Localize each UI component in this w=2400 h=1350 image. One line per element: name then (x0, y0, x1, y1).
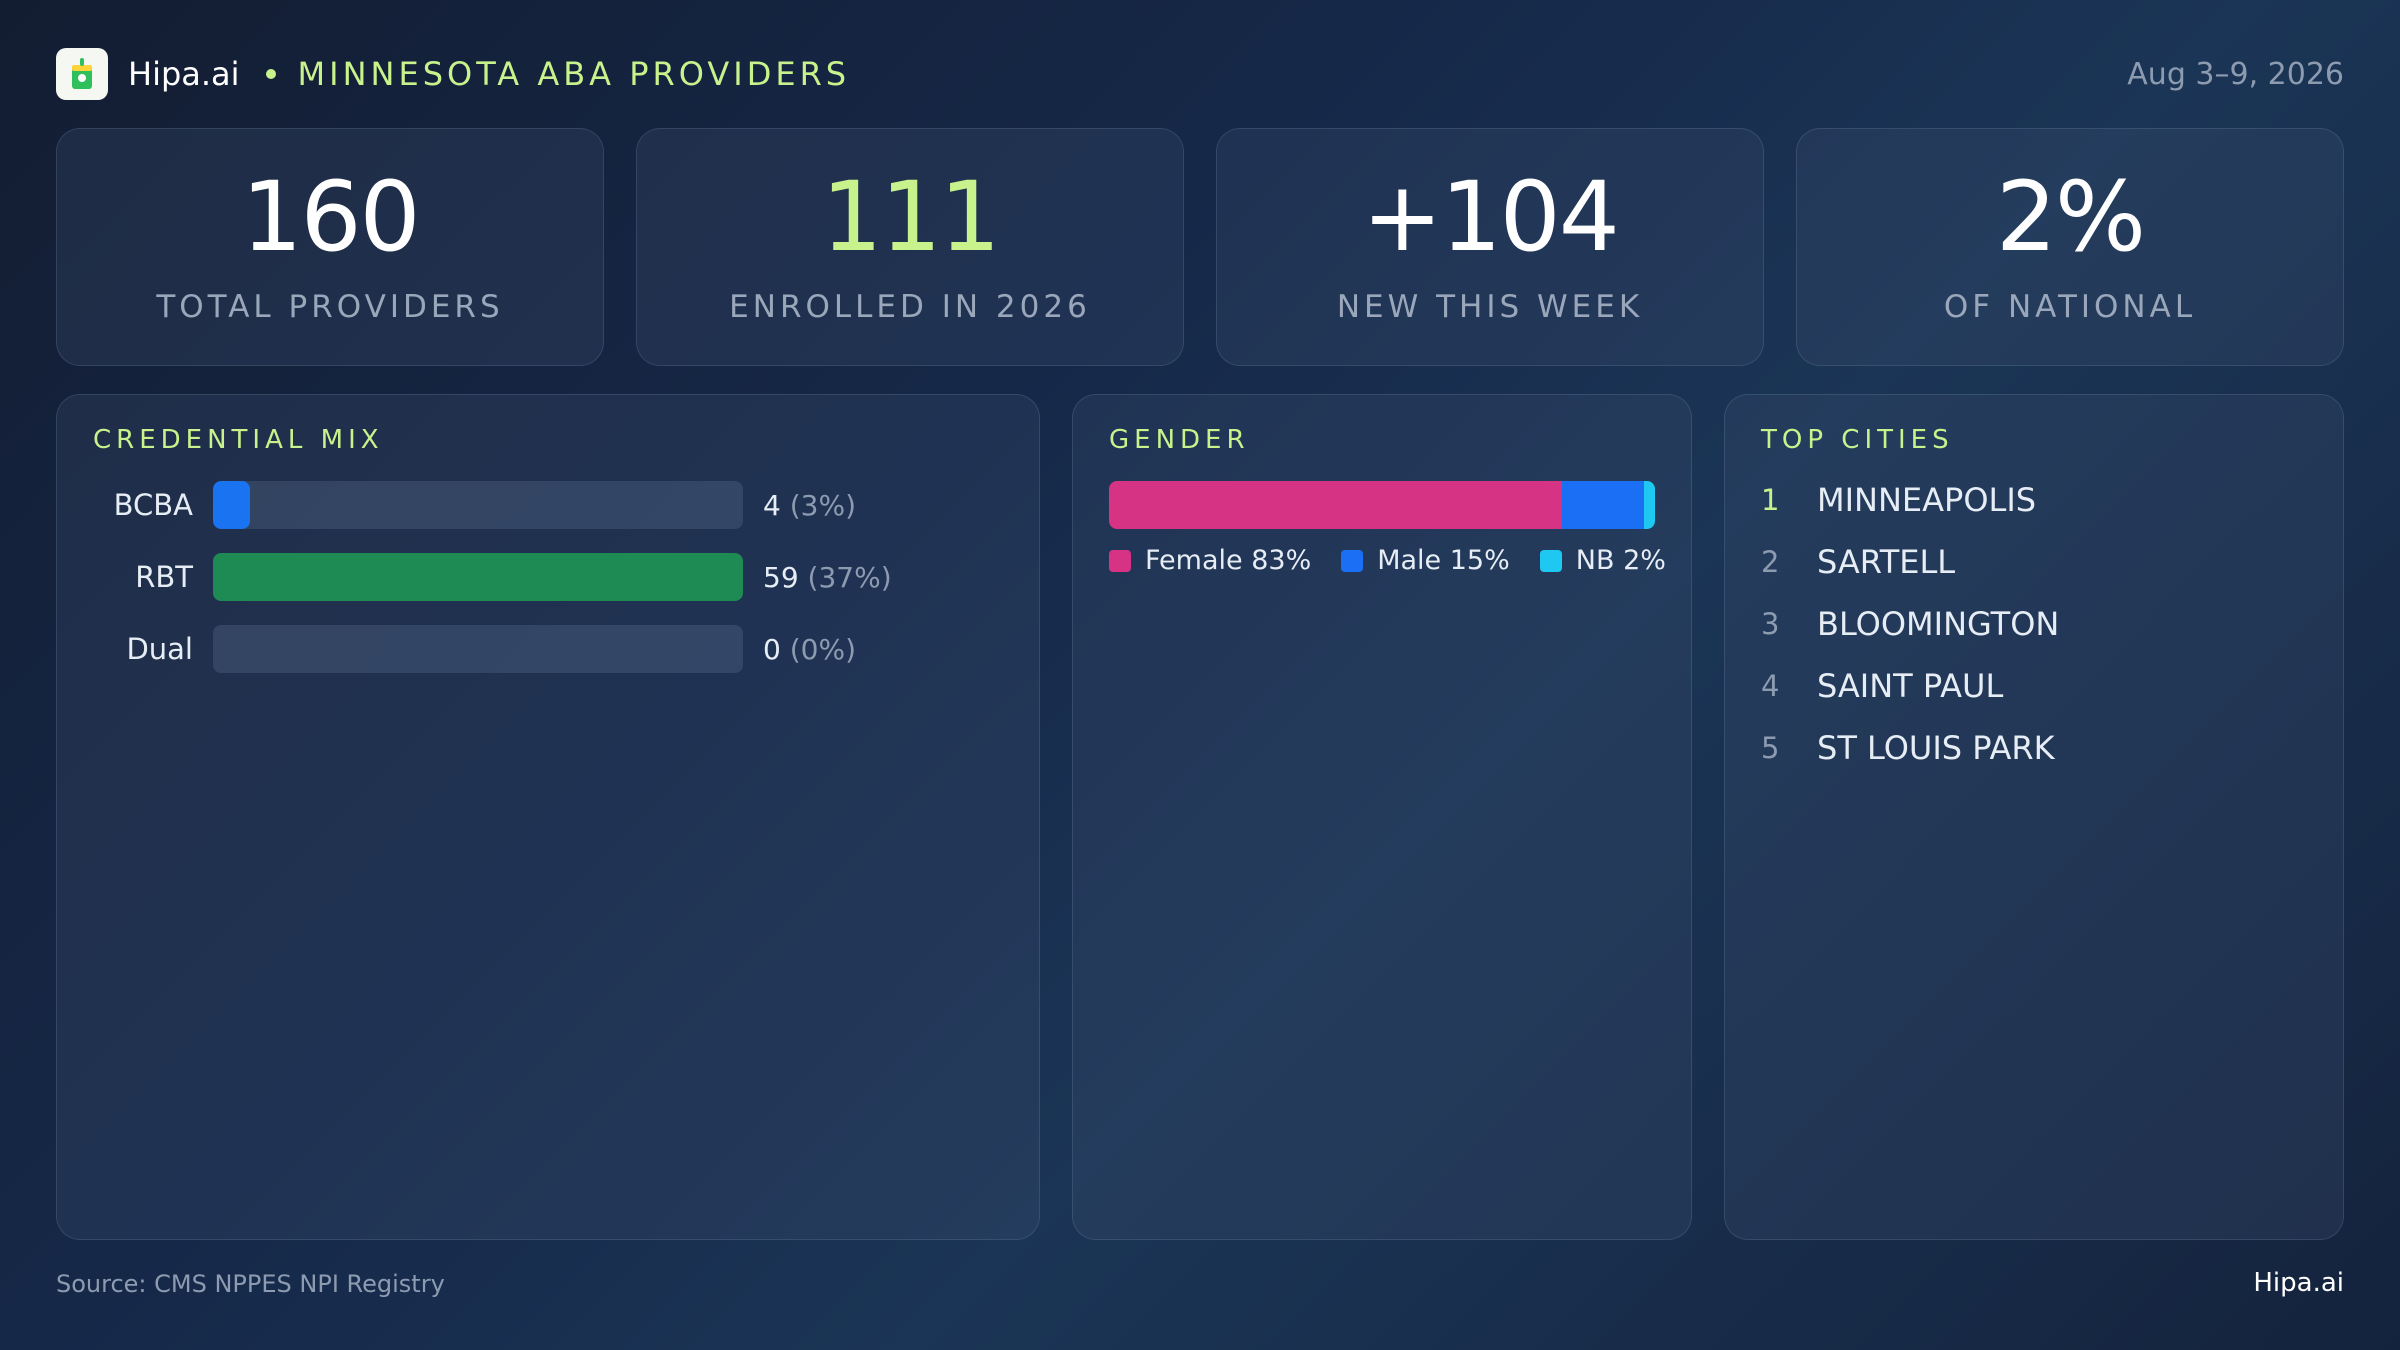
source-note: Source: CMS NPPES NPI Registry (56, 1270, 445, 1298)
stat-value: 2% (1995, 161, 2146, 273)
gender-stacked-bar (1109, 481, 1655, 529)
legend-label: Male 15% (1377, 545, 1510, 576)
gender-legend: Female 83% Male 15% NB 2% (1109, 545, 1666, 576)
credential-count: 59 (763, 560, 799, 594)
credential-value: 59 (37%) (763, 561, 892, 594)
stat-value: 160 (241, 161, 420, 273)
legend-label: NB 2% (1575, 545, 1666, 576)
stat-label: OF NATIONAL (1943, 289, 2197, 325)
credential-label: RBT (135, 560, 193, 594)
legend-label: Female 83% (1145, 545, 1312, 576)
header: Hipa.ai MINNESOTA ABA PROVIDERS Aug 3–9,… (56, 46, 2344, 102)
city-name: SARTELL (1817, 543, 1956, 581)
city-name: ST LOUIS PARK (1817, 729, 2055, 767)
credential-mix-panel: CREDENTIAL MIX BCBA 4 (3%) RBT 59 (37%) … (56, 394, 1040, 1240)
credential-bar-track (213, 625, 743, 673)
city-name: BLOOMINGTON (1817, 605, 2060, 643)
credential-bar-track (213, 553, 743, 601)
credential-label: Dual (126, 632, 193, 666)
stat-label: NEW THIS WEEK (1336, 289, 1644, 325)
city-item: 3 BLOOMINGTON (1761, 599, 2059, 649)
city-rank: 5 (1761, 731, 1780, 765)
credential-pct: (3%) (789, 488, 857, 522)
city-rank: 4 (1761, 669, 1780, 703)
city-rank: 3 (1761, 607, 1780, 641)
credential-pct: (0%) (789, 632, 857, 666)
legend-item-male: Male 15% (1341, 545, 1510, 576)
legend-item-nb: NB 2% (1539, 545, 1666, 576)
credential-bar-fill (213, 481, 251, 529)
stat-cards: 160 TOTAL PROVIDERS 111 ENROLLED IN 2026… (56, 128, 2344, 366)
panel-title: TOP CITIES (1761, 425, 1954, 455)
gender-segment-male (1562, 481, 1645, 529)
legend-swatch (1539, 549, 1562, 572)
credential-row-bcba: BCBA 4 (3%) (57, 481, 1041, 529)
city-item: 5 ST LOUIS PARK (1761, 723, 2055, 773)
stat-card-of-national: 2% OF NATIONAL (1796, 128, 2344, 366)
city-name: SAINT PAUL (1817, 667, 2004, 705)
city-item: 2 SARTELL (1761, 537, 1955, 587)
top-cities-panel: TOP CITIES 1 MINNEAPOLIS 2 SARTELL 3 BLO… (1724, 394, 2344, 1240)
gender-panel: GENDER Female 83% Male 15% NB 2% (1072, 394, 1692, 1240)
panel-title: GENDER (1109, 425, 1250, 455)
page-title: MINNESOTA ABA PROVIDERS (297, 55, 851, 93)
panel-title: CREDENTIAL MIX (93, 425, 384, 455)
legend-swatch (1109, 549, 1131, 572)
credential-bar-fill (213, 553, 743, 601)
stat-label: ENROLLED IN 2026 (729, 289, 1091, 325)
legend-swatch (1341, 549, 1364, 572)
city-item: 4 SAINT PAUL (1761, 661, 2003, 711)
credential-value: 0 (0%) (763, 633, 856, 666)
stat-card-total-providers: 160 TOTAL PROVIDERS (56, 128, 604, 366)
city-item: 1 MINNEAPOLIS (1761, 475, 2036, 525)
city-rank: 1 (1761, 483, 1780, 517)
credential-value: 4 (3%) (763, 489, 856, 522)
credential-label: BCBA (113, 488, 193, 522)
brand-name: Hipa.ai (128, 55, 240, 93)
credential-pct: (37%) (807, 560, 892, 594)
gender-segment-nb (1644, 481, 1655, 529)
credential-row-dual: Dual 0 (0%) (57, 625, 1041, 673)
stat-card-enrolled: 111 ENROLLED IN 2026 (636, 128, 1184, 366)
stat-value: 111 (821, 161, 1000, 273)
date-range: Aug 3–9, 2026 (2127, 56, 2344, 92)
legend-item-female: Female 83% (1109, 545, 1311, 576)
app-logo-icon (56, 48, 108, 100)
footer-brand: Hipa.ai (2253, 1268, 2344, 1298)
separator-dot (265, 69, 276, 79)
city-rank: 2 (1761, 545, 1780, 579)
stat-card-new-this-week: +104 NEW THIS WEEK (1216, 128, 1764, 366)
credential-bar-track (213, 481, 743, 529)
credential-row-rbt: RBT 59 (37%) (57, 553, 1041, 601)
credential-count: 0 (763, 632, 781, 666)
city-name: MINNEAPOLIS (1817, 481, 2037, 519)
gender-segment-female (1109, 481, 1563, 529)
stat-label: TOTAL PROVIDERS (156, 289, 504, 325)
stat-value: +104 (1362, 161, 1620, 273)
credential-count: 4 (763, 488, 781, 522)
